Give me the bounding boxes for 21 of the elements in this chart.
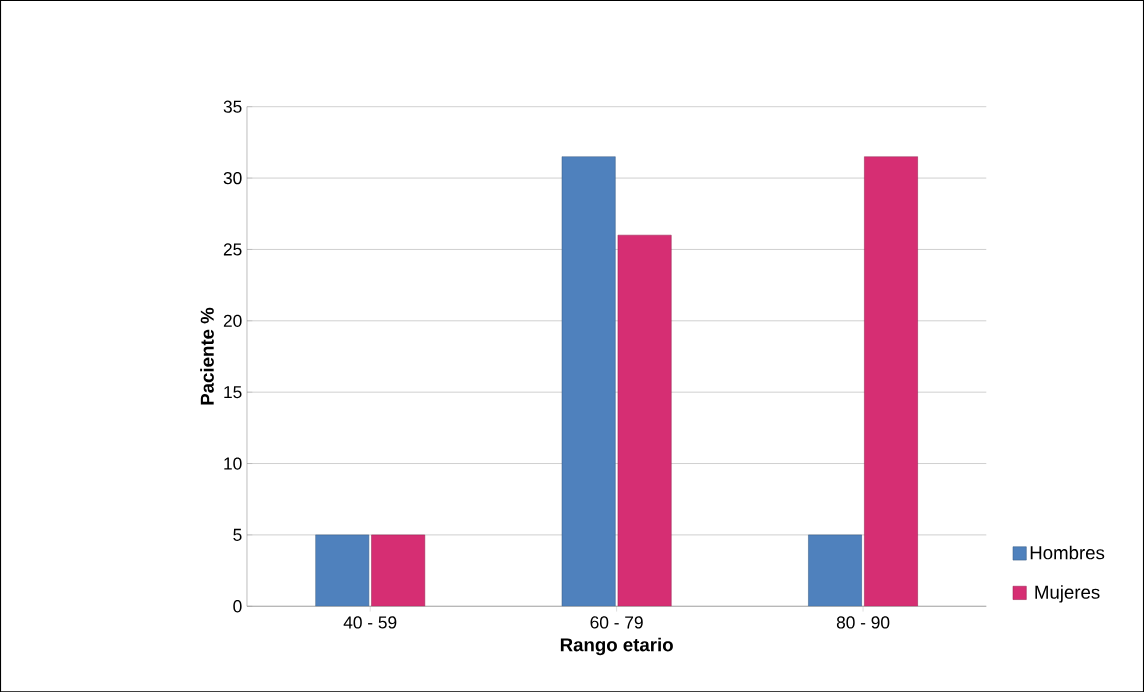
y-tick-label: 25: [223, 243, 242, 256]
bar: [315, 534, 370, 607]
y-tick-label: 35: [223, 100, 242, 113]
x-tick-label: 60 - 79: [590, 616, 643, 629]
bar: [561, 156, 616, 607]
bar: [864, 156, 918, 607]
bar: [617, 234, 672, 607]
y-tick-label: 30: [223, 171, 242, 184]
bar: [371, 534, 426, 607]
y-tick-label: 0: [233, 599, 242, 613]
x-tick-label: 80 - 90: [836, 616, 890, 629]
y-tick-label: 5: [233, 528, 242, 541]
y-axis-title: Paciente %: [200, 307, 214, 405]
x-axis-title: Rango etario: [560, 637, 673, 655]
x-tick-label: 40 - 59: [343, 616, 397, 629]
y-tick-label: 10: [224, 457, 242, 470]
legend-label: Mujeres: [1035, 584, 1100, 603]
y-tick-label: 20: [223, 314, 242, 327]
y-tick-label: 15: [224, 385, 242, 398]
legend-label: Hombres: [1030, 545, 1105, 560]
bar: [808, 534, 863, 607]
